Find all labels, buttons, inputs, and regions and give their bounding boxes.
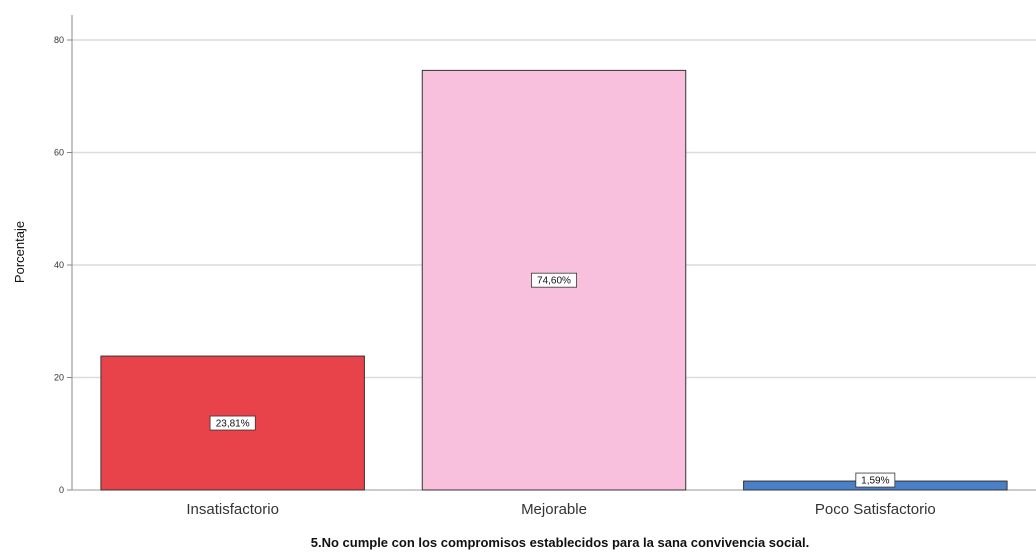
y-tick-label: 20 [54,373,64,383]
category-label: Poco Satisfactorio [815,501,936,518]
data-labels: 23,81% 74,60% 1,59% [209,272,896,488]
y-tick-label: 80 [54,35,64,45]
y-tick-label: 40 [54,260,64,270]
x-axis-label: 5.No cumple con los compromisos establec… [311,535,810,550]
data-label-box [531,272,578,288]
y-axis-label: Porcentaje [12,221,27,283]
category-labels: Insatisfactorio Mejorable Poco Satisfactor… [186,501,935,518]
data-label-box [855,472,896,488]
data-label: 1,59% [861,476,889,487]
category-label: Insatisfactorio [186,501,279,518]
data-label: 74,60% [537,276,571,287]
y-tick-label: 60 [54,148,64,158]
y-tick-labels: 0 20 40 60 80 [54,35,72,495]
data-label: 23,81% [216,419,250,430]
y-tick-label: 0 [59,485,64,495]
category-label: Mejorable [521,501,587,518]
data-label-box [209,415,256,431]
